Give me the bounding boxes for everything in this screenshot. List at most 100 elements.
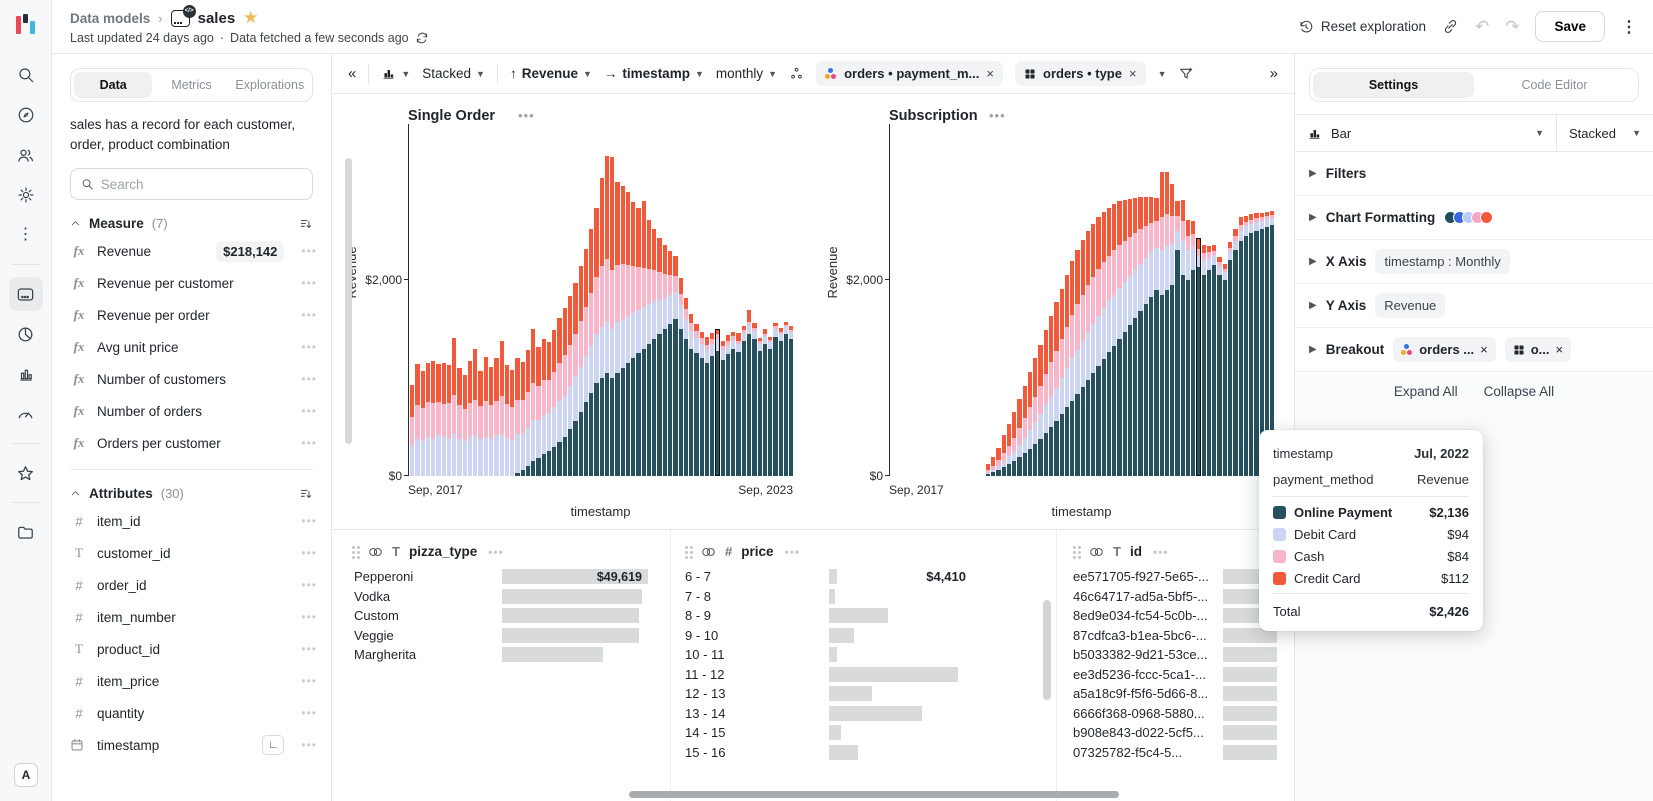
stacked-bar[interactable] [536,346,541,476]
stacked-bar[interactable] [1117,201,1122,476]
field-menu-icon[interactable]: ••• [301,244,317,259]
stacked-bar[interactable] [1191,221,1196,476]
stacked-bar[interactable] [683,297,689,476]
stacked-bar[interactable] [731,331,736,476]
stacked-bar[interactable] [578,266,583,476]
drag-handle-icon[interactable] [352,546,355,549]
stacked-bar[interactable] [778,328,783,476]
filter-add-icon[interactable] [1178,66,1194,82]
summary-row[interactable]: a5a18c9f-f5f6-5d66-8... [1057,684,1294,704]
stacked-bar[interactable] [1270,210,1275,476]
search-input[interactable] [100,176,302,192]
summary-row[interactable]: 13 - 14 [671,704,1056,724]
stacked-bar[interactable] [1259,212,1264,476]
field-menu-icon[interactable]: ••• [301,308,317,323]
stacked-bar[interactable] [725,334,731,476]
summary-row[interactable]: b5033382-9d21-53ce... [1057,645,1294,665]
measure-item-number-of-customers[interactable]: fx Number of customers ••• [70,363,321,395]
folders-icon[interactable] [9,515,43,549]
viz-mode-select[interactable]: Stacked ▼ [1569,125,1641,141]
stacked-bar[interactable] [1043,329,1048,476]
stacked-bar[interactable] [1054,302,1059,476]
more-kebab-icon[interactable]: ⋮ [17,226,34,243]
stacked-bar[interactable] [1185,220,1191,476]
stacked-bar[interactable] [1170,183,1175,476]
drag-handle-icon[interactable] [1073,546,1076,549]
field-menu-icon[interactable]: ••• [301,674,317,689]
breakout-more-dropdown[interactable]: ▼ [1157,68,1167,79]
stacked-bar[interactable] [1059,288,1064,476]
stacked-bar[interactable] [567,295,573,476]
explore-compass-icon[interactable] [9,98,43,132]
summary-row[interactable]: 07325782-f5c4-5... [1057,743,1294,763]
stacked-bar[interactable] [1201,244,1206,476]
stacked-bar[interactable] [452,337,457,476]
stacked-bar[interactable] [704,336,710,476]
stacked-bar[interactable] [657,237,662,476]
field-menu-icon[interactable]: ••• [301,546,317,561]
stacked-bar[interactable] [1122,199,1127,476]
members-icon[interactable] [9,138,43,172]
stacked-bar[interactable] [473,348,478,476]
stacked-bar[interactable] [515,358,520,476]
field-menu-icon[interactable]: ••• [301,642,317,657]
stacked-bar[interactable] [678,277,683,476]
stacked-bar[interactable] [1080,239,1085,476]
undo-icon[interactable]: ↶ [1474,16,1490,36]
stacked-bar[interactable] [783,321,789,476]
stacked-bar[interactable] [1138,196,1143,476]
summary-row[interactable]: 10 - 11 [671,645,1056,665]
stacked-bar[interactable] [1222,264,1227,476]
summary-row[interactable]: 6 - 7 $4,410 [671,567,1056,587]
y-field-dropdown[interactable]: ↑ Revenue ▼ [509,66,592,81]
summary-row[interactable]: Custom [332,606,670,626]
section-breakout[interactable]: ▶ Breakout orders ... × o... [1295,328,1653,372]
field-menu-icon[interactable]: ••• [301,436,317,451]
stacked-bar[interactable] [720,340,725,476]
tab-settings[interactable]: Settings [1313,72,1474,98]
stacked-bar[interactable] [741,325,746,476]
stacked-bar[interactable] [615,181,620,476]
stacked-bar[interactable] [573,282,578,476]
breadcrumb-data-models[interactable]: Data models [70,10,151,26]
dashboards-gauge-icon[interactable] [9,397,43,431]
stacked-bar[interactable] [1027,372,1033,476]
stacked-bar[interactable] [789,326,794,476]
stacked-bar[interactable] [1159,172,1164,476]
favorites-star-icon[interactable] [9,456,43,490]
user-avatar[interactable]: A [14,763,38,787]
share-link-icon[interactable] [1442,18,1459,35]
header-kebab-menu-icon[interactable]: ⋮ [1621,18,1637,36]
field-menu-icon[interactable]: ••• [301,610,317,625]
stacked-bar[interactable] [541,338,546,476]
search-icon[interactable] [9,58,43,92]
stacked-bar[interactable] [636,208,641,476]
stacked-bar[interactable] [520,362,525,476]
sort-icon[interactable] [299,487,313,501]
stacked-bar[interactable] [1106,208,1112,476]
remove-chip-icon[interactable]: × [986,66,994,81]
stacked-bar[interactable] [652,228,657,476]
stacked-bar[interactable] [757,337,762,476]
field-menu-icon[interactable]: ••• [301,514,317,529]
stacked-bar[interactable] [631,202,636,476]
field-menu-icon[interactable]: ••• [301,578,317,593]
stacked-bar[interactable] [1006,424,1012,476]
field-menu-icon[interactable]: ••• [301,372,317,387]
stacked-bar[interactable] [1001,434,1006,476]
field-menu-icon[interactable]: ••• [301,404,317,419]
remove-chip-icon[interactable]: × [1128,66,1137,81]
section-y-axis[interactable]: ▶ Y Axis Revenue [1295,284,1653,328]
stacked-bar[interactable] [996,447,1001,476]
summary-row[interactable]: 12 - 13 [671,684,1056,704]
stacked-bar[interactable] [557,318,562,476]
stacked-bar[interactable] [1249,214,1254,476]
stacked-bar[interactable] [499,340,504,476]
attribute-item-quantity[interactable]: # quantity ••• [70,697,321,729]
summary-row[interactable]: 9 - 10 [671,626,1056,646]
stacked-bar[interactable] [662,244,668,476]
stacked-bar[interactable] [736,333,741,476]
remove-chip-icon[interactable]: × [1555,342,1564,357]
attribute-item-item_price[interactable]: # item_price ••• [70,665,321,697]
stacked-bar[interactable] [431,361,436,476]
